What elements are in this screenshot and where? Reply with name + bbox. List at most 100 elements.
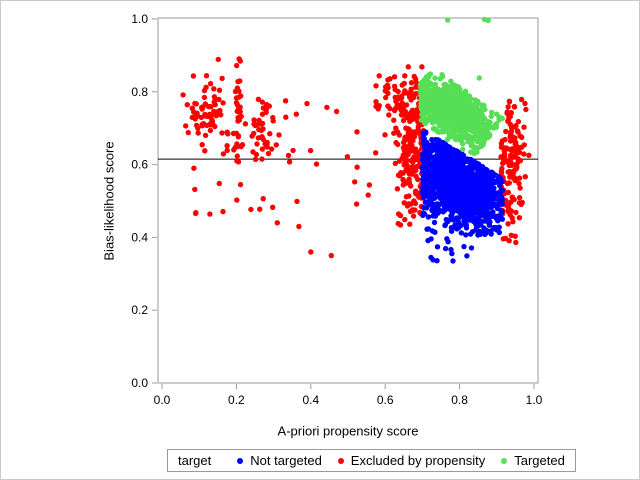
- data-point: [448, 246, 454, 253]
- data-point: [452, 129, 458, 135]
- data-point: [450, 147, 456, 153]
- data-point: [442, 166, 449, 173]
- data-point: [296, 223, 302, 230]
- data-point: [492, 124, 499, 130]
- data-point: [495, 213, 501, 219]
- data-point: [500, 156, 507, 163]
- data-point: [263, 142, 269, 148]
- data-point: [508, 174, 514, 180]
- data-point: [521, 151, 527, 157]
- data-point: [448, 110, 455, 117]
- data-point: [429, 136, 435, 143]
- data-point: [475, 223, 481, 229]
- data-point: [444, 236, 450, 242]
- data-point: [276, 132, 282, 138]
- data-point: [439, 142, 445, 148]
- data-point: [456, 162, 462, 168]
- data-point: [485, 133, 491, 139]
- data-point: [259, 99, 266, 105]
- data-point: [249, 133, 255, 139]
- data-point: [394, 186, 401, 192]
- data-point: [421, 150, 428, 156]
- data-point: [216, 87, 223, 93]
- data-point: [307, 147, 314, 154]
- data-point: [213, 113, 219, 119]
- data-point: [427, 113, 433, 119]
- data-point: [458, 151, 464, 158]
- data-point: [460, 146, 466, 152]
- data-point: [376, 103, 382, 109]
- data-point: [440, 209, 446, 215]
- data-point: [423, 205, 430, 211]
- data-point: [512, 141, 518, 148]
- data-point: [236, 88, 242, 94]
- data-point: [230, 130, 237, 137]
- data-point: [427, 149, 434, 155]
- data-point: [216, 96, 222, 103]
- data-point: [366, 182, 373, 188]
- data-point: [513, 177, 519, 183]
- data-point: [382, 132, 388, 138]
- data-point: [443, 125, 449, 132]
- data-point: [407, 201, 413, 207]
- data-point: [419, 97, 425, 104]
- data-point: [403, 194, 410, 200]
- data-point: [431, 174, 438, 181]
- data-point: [257, 206, 263, 212]
- data-point: [386, 112, 392, 118]
- data-point: [220, 208, 226, 215]
- data-point: [430, 142, 436, 148]
- data-point: [396, 158, 403, 164]
- data-point: [477, 173, 483, 179]
- data-point: [393, 139, 399, 146]
- data-point: [431, 195, 437, 202]
- data-point: [425, 214, 432, 220]
- data-point: [248, 206, 254, 213]
- data-point: [455, 119, 461, 126]
- data-point: [421, 77, 428, 83]
- data-point: [460, 96, 466, 103]
- data-point: [202, 148, 208, 154]
- data-point: [242, 121, 249, 127]
- data-point: [383, 84, 389, 90]
- data-point: [407, 165, 414, 171]
- data-point: [457, 210, 463, 217]
- data-point: [492, 201, 498, 208]
- data-point: [513, 165, 520, 172]
- data-point: [457, 203, 464, 209]
- data-point: [474, 149, 480, 155]
- data-point: [220, 151, 227, 157]
- data-point: [450, 174, 457, 181]
- data-point: [500, 236, 506, 242]
- data-point: [400, 105, 407, 112]
- data-point: [509, 194, 515, 201]
- data-point: [420, 135, 426, 141]
- data-point: [251, 121, 257, 127]
- data-point: [448, 92, 455, 99]
- data-point: [410, 207, 416, 213]
- data-point: [426, 155, 432, 161]
- data-point: [235, 118, 241, 124]
- data-point: [412, 200, 419, 207]
- data-point: [397, 212, 404, 219]
- x-tick-label: 1.0: [526, 393, 543, 407]
- data-point: [410, 213, 417, 219]
- data-point: [200, 121, 207, 127]
- data-point: [490, 209, 496, 215]
- data-point: [423, 129, 429, 135]
- data-point: [505, 221, 511, 227]
- data-point: [212, 123, 218, 130]
- data-point: [207, 81, 214, 87]
- y-axis-title: Bias-likelihood score: [101, 141, 117, 261]
- data-point: [413, 173, 419, 179]
- data-point: [432, 160, 438, 166]
- data-point: [460, 141, 466, 147]
- data-point: [189, 105, 195, 111]
- data-point: [493, 195, 499, 202]
- data-point: [505, 189, 512, 196]
- data-point: [489, 194, 495, 200]
- data-point: [452, 123, 458, 129]
- data-point: [403, 158, 410, 164]
- data-point: [423, 118, 430, 125]
- data-point: [454, 181, 460, 188]
